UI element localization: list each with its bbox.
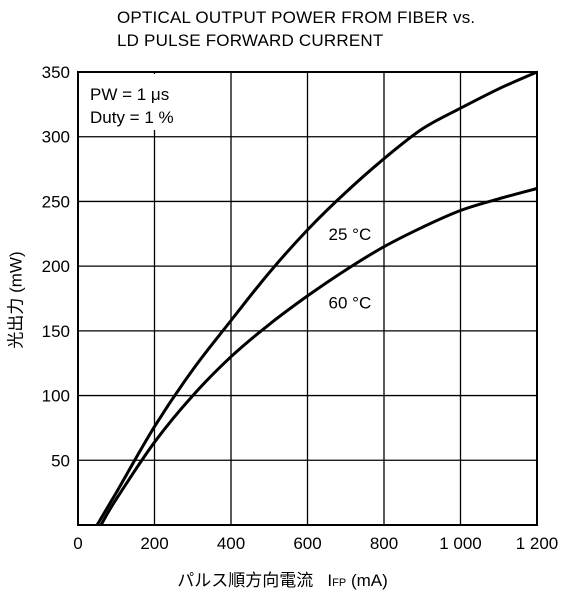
condition-duty: Duty = 1 % (90, 108, 174, 127)
y-tick-label: 100 (42, 387, 70, 406)
series-25c-line (95, 70, 538, 526)
series-60c-line (99, 187, 538, 526)
y-tick-label: 350 (42, 63, 70, 82)
y-tick-label: 300 (42, 128, 70, 147)
x-axis-unit: (mA) (350, 571, 388, 590)
x-tick-label: 0 (73, 534, 82, 553)
x-tick-label: 1 000 (439, 534, 482, 553)
tick-labels: 0 200 400 600 800 1 000 1 200 50 100 150 200 250 300… (42, 63, 559, 553)
condition-pulse-width: PW = 1 μs (90, 85, 169, 104)
plot-frame (77, 71, 538, 526)
y-tick-label: 200 (42, 257, 70, 276)
series-label-25c: 25 °C (329, 225, 372, 244)
y-tick-label: 150 (42, 322, 70, 341)
chart-title-line-1: OPTICAL OUTPUT POWER FROM FIBER vs. (117, 8, 476, 27)
x-tick-label: 200 (140, 534, 168, 553)
y-axis-label: 光出力 (mW) (6, 251, 26, 349)
x-axis-symbol: IFP (327, 571, 346, 590)
x-tick-label: 1 200 (516, 534, 559, 553)
y-tick-label: 50 (51, 451, 70, 470)
y-tick-label: 250 (42, 192, 70, 211)
x-tick-label: 600 (293, 534, 321, 553)
grid (78, 72, 537, 525)
x-axis-symbol-sub: FP (332, 577, 347, 589)
x-tick-label: 400 (217, 534, 245, 553)
series-label-60c: 60 °C (329, 293, 372, 312)
conditions-box (80, 74, 198, 130)
x-axis-label-text: パルス順方向電流 (177, 571, 314, 590)
series-lines (95, 70, 538, 526)
x-axis-label: パルス順方向電流 IFP (mA) (0, 566, 565, 591)
x-tick-label: 800 (370, 534, 398, 553)
chart-title-line-2: LD PULSE FORWARD CURRENT (117, 31, 384, 50)
x-axis-symbol-main: I (327, 571, 333, 590)
